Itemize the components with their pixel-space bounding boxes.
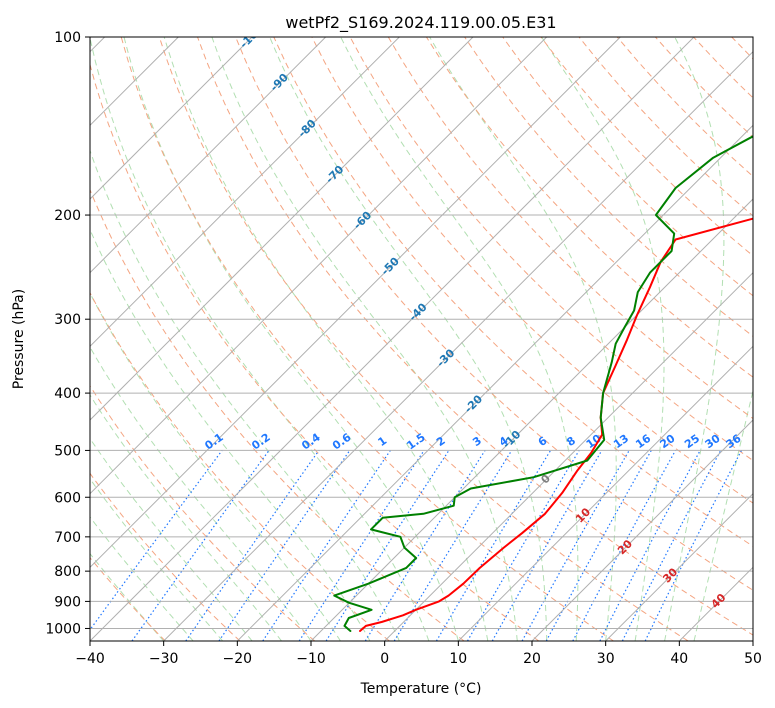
y-tick-label: 200 xyxy=(54,208,81,224)
y-tick-label: 600 xyxy=(54,490,81,506)
dry-adiabat-line xyxy=(502,37,753,297)
x-tick-label: −20 xyxy=(223,651,253,667)
moist-adiabat-line xyxy=(541,37,665,641)
dry-adiabat-line xyxy=(311,37,753,504)
isotherms xyxy=(90,37,753,641)
isotherm-line xyxy=(384,271,753,641)
moist-adiabat-line xyxy=(123,37,459,641)
dry-adiabat-line xyxy=(90,472,241,641)
x-tick-label: 30 xyxy=(597,651,615,667)
y-tick-label: 900 xyxy=(54,594,81,610)
moist-adiabat-line xyxy=(429,37,617,641)
y-tick-label: 400 xyxy=(54,386,81,402)
isotherm-line xyxy=(605,492,753,641)
isotherm-line xyxy=(310,198,753,641)
dry-adiabat-line xyxy=(425,37,753,378)
plot-area: 0.10.20.40.611.52346810131620253036-100-… xyxy=(90,37,753,641)
mixing-ratio-line xyxy=(521,450,630,641)
isotherm-line xyxy=(457,345,753,641)
mixing-ratio-line xyxy=(90,450,223,631)
profile-series xyxy=(333,135,753,632)
moist-adiabat-line xyxy=(664,37,725,641)
mixing-ratio-line xyxy=(572,450,677,641)
x-tick-label: 20 xyxy=(523,651,541,667)
dry-adiabat-line xyxy=(90,62,540,641)
isotherm-line xyxy=(531,419,753,641)
dry-adiabat-line xyxy=(120,37,614,641)
dry-adiabat-line xyxy=(273,37,753,547)
mixing-ratio-line xyxy=(545,450,652,641)
chart-title: wetPf2_S169.2024.119.00.05.E31 xyxy=(285,13,556,33)
x-tick-label: −30 xyxy=(149,651,179,667)
x-tick-label: 40 xyxy=(670,651,688,667)
x-tick-label: −10 xyxy=(296,651,326,667)
y-axis-ticks: 100 200 300 400 500 600 700 800 900 1000 xyxy=(45,30,90,638)
y-tick-label: 800 xyxy=(54,564,81,580)
moist-adiabats xyxy=(90,37,753,641)
moist-adiabat-line xyxy=(90,552,165,641)
isotherm-line xyxy=(90,37,400,348)
y-tick-label: 700 xyxy=(54,530,81,546)
mixing-ratio-line xyxy=(262,450,391,641)
moist-adiabat-line xyxy=(269,37,548,641)
x-tick-label: 10 xyxy=(449,651,467,667)
y-tick-label: 100 xyxy=(54,30,81,46)
y-tick-label: 300 xyxy=(54,312,81,328)
x-axis-ticks: −40 −30 −20 −10 0 10 20 30 40 50 xyxy=(75,641,762,667)
isobars xyxy=(90,37,753,629)
x-tick-label: 0 xyxy=(380,651,389,667)
isotherm-line xyxy=(90,37,695,641)
isotherm-line xyxy=(90,37,253,200)
isotherm-line xyxy=(236,124,753,641)
x-tick-label: −40 xyxy=(75,651,105,667)
moist-adiabat-line xyxy=(90,37,430,641)
dry-adiabat-line xyxy=(464,37,753,337)
isotherm-line xyxy=(163,50,753,641)
y-tick-label: 500 xyxy=(54,443,81,459)
moist-adiabat-line xyxy=(90,394,282,641)
y-axis-title: Pressure (hPa) xyxy=(11,289,27,389)
mixing-ratio-line xyxy=(644,450,743,641)
isotherm-line xyxy=(90,37,548,495)
dry-adiabat-line xyxy=(158,37,689,641)
moist-adiabat-line xyxy=(90,437,253,641)
dry-adiabat-line xyxy=(387,37,753,420)
plot-frame xyxy=(89,36,754,642)
x-axis-title: Temperature (°C) xyxy=(360,681,482,697)
mixing-ratio-line xyxy=(621,450,722,641)
isotherm-line xyxy=(90,37,327,274)
x-tick-label: 50 xyxy=(744,651,762,667)
mixing-ratio-line xyxy=(185,450,320,641)
moist-adiabat-line xyxy=(90,516,194,641)
moist-adiabat-line xyxy=(211,37,518,641)
y-tick-label: 1000 xyxy=(45,622,81,638)
mixing-ratio-line xyxy=(325,450,450,641)
moist-adiabat-line xyxy=(163,37,489,641)
mixing-ratio-line xyxy=(218,450,351,641)
moist-adiabat-line xyxy=(90,291,341,641)
dry-adiabat-line xyxy=(90,384,316,641)
isotherm-line xyxy=(90,37,474,421)
dry-adiabat-line xyxy=(235,37,753,591)
dry-adiabat-line xyxy=(349,37,753,462)
dry-adiabat-line xyxy=(90,188,465,641)
mixing-ratio-line xyxy=(393,450,513,641)
isotherm-line xyxy=(90,37,621,569)
moist-adiabat-line xyxy=(693,388,753,641)
dewpoint-profile-line xyxy=(333,135,753,632)
moist-adiabat-line xyxy=(90,228,371,641)
mixing-ratio-line xyxy=(298,450,425,641)
moist-adiabat-line xyxy=(340,37,579,641)
moist-adiabat-line xyxy=(90,478,223,641)
